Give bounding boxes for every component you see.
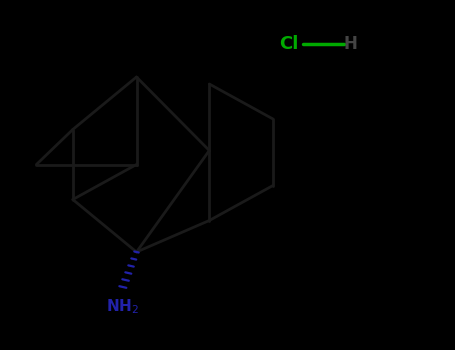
Text: NH$_2$: NH$_2$ [106,298,139,316]
Text: H: H [344,35,357,53]
Text: Cl: Cl [279,35,298,53]
